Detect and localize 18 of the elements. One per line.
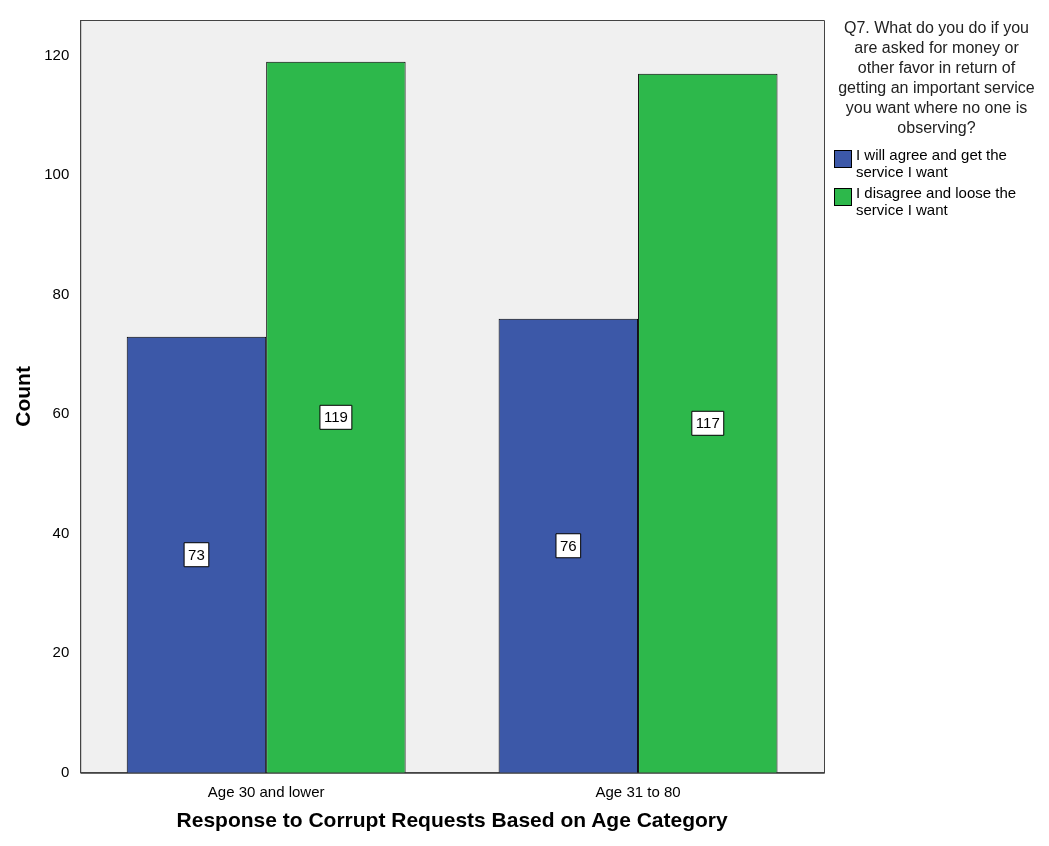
- data-label: 119: [323, 408, 348, 426]
- y-axis-title: Count: [11, 366, 35, 427]
- y-tick-label: 40: [52, 523, 70, 541]
- y-tick-label: 120: [44, 45, 70, 63]
- y-tick-label: 0: [60, 762, 70, 780]
- x-axis-title: Response to Corrupt Requests Based on Age Category: [176, 808, 728, 832]
- legend-label: I will agree and get the service I want: [856, 146, 1008, 180]
- x-tick-label: Age 31 to 80: [595, 782, 681, 800]
- y-tick-label: 100: [44, 165, 70, 183]
- data-label: 117: [695, 414, 720, 432]
- y-tick-label: 60: [52, 404, 70, 422]
- legend-label: I disagree and loose the service I want: [856, 184, 1018, 218]
- data-label: 76: [559, 536, 577, 554]
- legend-title: Q7. What do you do if you are asked for money or other favor in return of getting an important service you want where no one is observing?: [837, 18, 1036, 138]
- y-tick-label: 80: [52, 284, 70, 302]
- x-tick-label: Age 30 and lower: [207, 782, 325, 800]
- data-label: 73: [188, 545, 205, 563]
- y-tick-label: 20: [52, 643, 70, 661]
